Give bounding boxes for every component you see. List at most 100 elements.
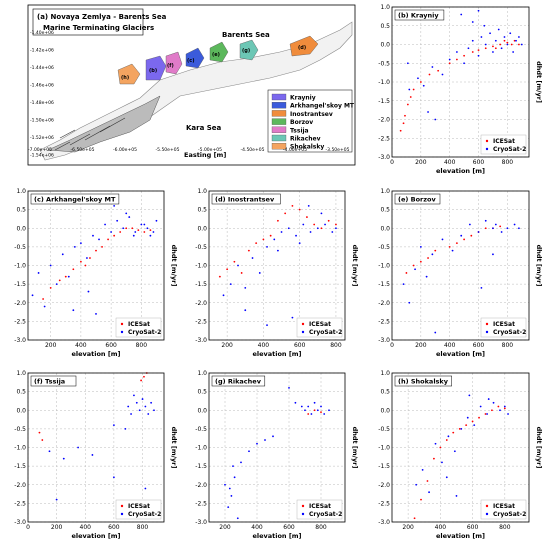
cryosat-point: [513, 223, 516, 226]
icesat-point: [428, 73, 431, 76]
cryosat-point: [146, 227, 149, 230]
plot-frame: [27, 190, 165, 341]
xtick-label: 400: [80, 524, 92, 531]
map-ytick-label: -1.48e+06: [30, 100, 54, 106]
icesat-point: [448, 62, 451, 65]
icesat-point: [404, 114, 406, 117]
cryosat-point: [441, 461, 443, 464]
glacier-tssija: [165, 51, 183, 75]
cryosat-point: [453, 450, 456, 453]
icesat-point: [119, 231, 122, 233]
map-legend-swatch: [271, 126, 287, 133]
legend-marker-icesat: [485, 322, 489, 326]
cryosat-point: [431, 253, 434, 256]
ytick-label: 1.0: [380, 370, 390, 377]
legend-box: [480, 134, 527, 155]
icesat-point: [497, 405, 500, 408]
cryosat-point: [422, 84, 425, 87]
xtick-label: 800: [499, 524, 511, 531]
xtick-label: 600: [294, 342, 306, 349]
cryosat-point: [494, 39, 497, 42]
xtick-label: 0: [390, 342, 394, 349]
cryosat-point: [492, 253, 494, 256]
cryosat-point: [335, 227, 337, 230]
icesat-point: [149, 229, 152, 232]
ytick-label: -3.0: [195, 519, 207, 526]
icesat-point: [277, 219, 279, 222]
icesat-point: [320, 227, 323, 230]
map-xtick-label: -3.50e+05: [326, 147, 350, 153]
cryosat-point: [484, 219, 487, 222]
legend-marker-cryosat: [485, 330, 489, 334]
cryosat-point: [417, 77, 419, 80]
ytick-label: -0.5: [14, 426, 26, 433]
scatter-panel: -3.0 -2.5 -2.0 -1.5 -1.0 -0.5 0.0 0.5 1.0 0 200 400…: [14, 370, 178, 540]
cryosat-point: [31, 294, 34, 297]
cryosat-point: [287, 227, 290, 230]
ytick-label: -2.0: [378, 300, 390, 307]
glacier-label-tssija: (f): [167, 63, 174, 69]
legend-box: [115, 317, 162, 338]
glacier-rikachev: [239, 39, 259, 61]
legend-box: [296, 499, 343, 520]
icesat-point: [513, 39, 516, 42]
y-axis-label: dhdt [m/yr]: [170, 245, 178, 287]
cryosat-point: [228, 487, 231, 490]
legend-marker-icesat: [485, 504, 489, 508]
cryosat-point: [307, 405, 310, 408]
map-ytick-label: -1.52e+06: [30, 135, 54, 141]
sea-label-south: Kara Sea: [186, 124, 222, 132]
icesat-point: [455, 242, 458, 245]
cryosat-point: [468, 223, 471, 226]
scatter-panel: -3.0 -2.5 -2.0 -1.5 -1.0 -0.5 0.0 0.5 1.0 200 400 6…: [14, 188, 178, 358]
cryosat-point: [272, 435, 274, 438]
xtick-label: 600: [283, 524, 295, 531]
cryosat-point: [67, 275, 70, 278]
cryosat-point: [421, 468, 424, 471]
icesat-point: [484, 47, 487, 50]
ytick-label: -2.5: [14, 318, 26, 325]
cryosat-point: [237, 264, 239, 267]
plot-frame: [208, 372, 346, 523]
ytick-label: 0.5: [16, 207, 26, 214]
cryosat-point: [500, 47, 503, 50]
icesat-point: [412, 88, 415, 91]
legend-label-icesat: ICESat: [309, 503, 331, 510]
cryosat-point: [480, 286, 483, 289]
ytick-label: -1.5: [378, 463, 390, 470]
icesat-point: [448, 245, 451, 248]
map-ytick-label: -1.44e+06: [30, 65, 54, 71]
icesat-point: [405, 272, 408, 274]
cryosat-point: [331, 231, 334, 233]
xtick-label: 200: [415, 159, 427, 166]
x-axis-label: elevation [m]: [252, 532, 301, 540]
map-title-line1: (a) Novaya Zemlya - Barents Sea: [37, 13, 167, 21]
cryosat-point: [147, 413, 150, 415]
cryosat-point: [518, 36, 520, 38]
cryosat-point: [402, 283, 405, 286]
cryosat-point: [320, 212, 323, 215]
cryosat-point: [313, 401, 316, 404]
legend-marker-cryosat: [485, 147, 489, 151]
ytick-label: -2.0: [378, 117, 390, 124]
legend-label-icesat: ICESat: [128, 321, 150, 328]
cryosat-point: [79, 242, 82, 245]
scatter-panel: -3.0 -2.5 -2.0 -1.5 -1.0 -0.5 0.0 0.5 1.0 200 400 6…: [378, 370, 543, 540]
cryosat-point: [507, 413, 509, 415]
cryosat-point: [143, 223, 146, 226]
legend-marker-icesat: [301, 322, 305, 326]
ytick-label: 1.0: [197, 188, 207, 195]
ytick-label: -3.0: [14, 337, 26, 344]
cryosat-point: [104, 223, 106, 226]
icesat-point: [58, 279, 61, 282]
y-axis-label: dhdt [m/yr]: [170, 427, 178, 469]
cryosat-point: [232, 465, 234, 468]
cryosat-point: [288, 387, 290, 389]
legend-label-icesat: ICESat: [128, 503, 150, 510]
cryosat-point: [37, 272, 40, 274]
ytick-label: -2.5: [14, 500, 26, 507]
cryosat-point: [229, 283, 232, 286]
ytick-label: 0.0: [380, 225, 390, 232]
map-xtick-label: -4.00e+05: [283, 147, 307, 153]
ytick-label: 0.0: [380, 42, 390, 49]
